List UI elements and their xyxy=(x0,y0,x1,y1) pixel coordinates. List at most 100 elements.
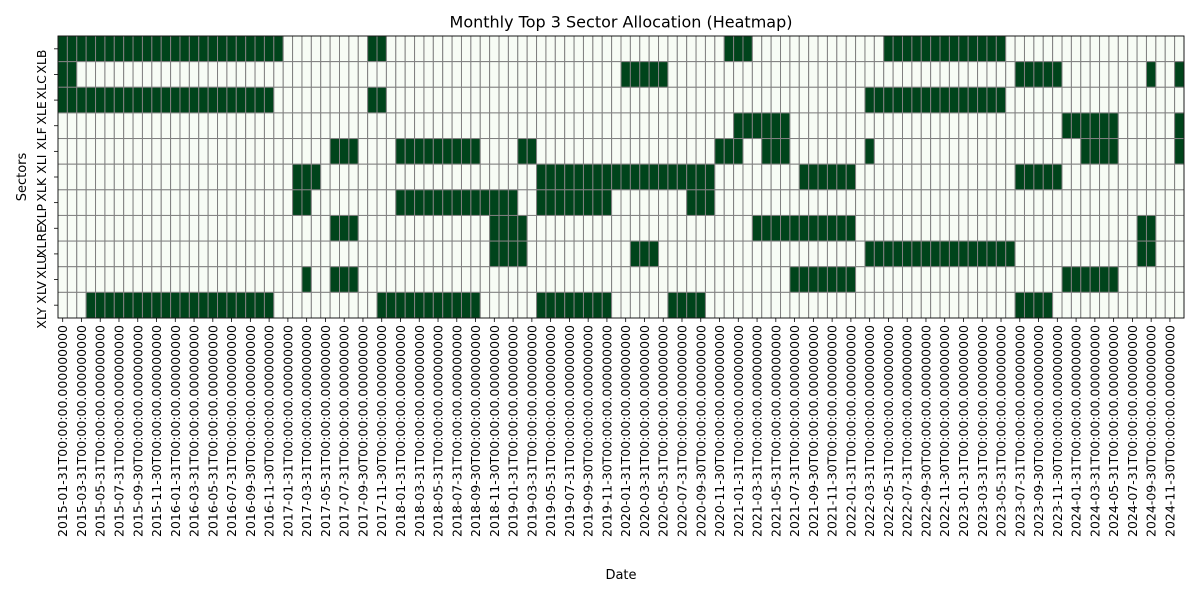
heatmap-cell xyxy=(836,214,847,242)
heatmap-cell xyxy=(526,240,538,268)
heatmap-cell xyxy=(57,112,68,140)
heatmap-cell xyxy=(66,35,78,63)
heatmap-cell xyxy=(489,291,500,319)
heatmap-cell xyxy=(573,266,584,293)
x-tick-label: 2024-11-30T00:00:00.000000000 xyxy=(1162,325,1177,537)
heatmap-cell xyxy=(414,266,425,293)
heatmap-cell xyxy=(282,86,294,114)
heatmap-cell xyxy=(845,35,857,63)
heatmap-cell xyxy=(845,86,857,114)
heatmap-cell xyxy=(761,240,772,268)
heatmap-cell xyxy=(911,291,922,319)
heatmap-cell xyxy=(1061,214,1072,242)
heatmap-cell xyxy=(66,189,78,216)
heatmap-cell xyxy=(948,266,960,293)
heatmap-cell xyxy=(339,61,350,88)
heatmap-cell xyxy=(1127,61,1138,88)
x-tick-label: 2023-09-30T00:00:00.000000000 xyxy=(1031,325,1046,537)
heatmap-cell xyxy=(517,240,528,268)
heatmap-cell xyxy=(226,163,237,191)
heatmap-cell xyxy=(226,214,237,242)
heatmap-cell xyxy=(1042,240,1054,268)
heatmap-cell xyxy=(667,61,678,88)
heatmap-cell xyxy=(188,240,200,268)
heatmap-cell xyxy=(958,291,969,319)
heatmap-cell xyxy=(1061,112,1072,140)
heatmap-cell xyxy=(648,163,660,191)
heatmap-cell xyxy=(920,112,932,140)
heatmap-cell xyxy=(883,214,894,242)
heatmap-cell xyxy=(658,35,669,63)
heatmap-cell xyxy=(920,35,932,63)
heatmap-cell xyxy=(564,240,575,268)
heatmap-cell xyxy=(939,291,950,319)
heatmap-cell xyxy=(686,240,697,268)
heatmap-cell xyxy=(667,163,678,191)
heatmap-cell xyxy=(1023,61,1035,88)
heatmap-cell xyxy=(620,291,631,319)
heatmap-cell xyxy=(226,61,237,88)
heatmap-cell xyxy=(817,112,828,140)
heatmap-cell xyxy=(826,163,838,191)
heatmap-cell xyxy=(939,35,950,63)
heatmap-cell xyxy=(57,189,68,216)
heatmap-cell xyxy=(198,291,209,319)
heatmap-cell xyxy=(385,291,397,319)
heatmap-cell xyxy=(498,163,509,191)
heatmap-cell xyxy=(836,35,847,63)
heatmap-cell xyxy=(1042,112,1054,140)
heatmap-cell xyxy=(113,266,125,293)
heatmap-cell xyxy=(592,240,603,268)
heatmap-cell xyxy=(629,189,641,216)
heatmap-cell xyxy=(160,266,172,293)
heatmap-cell xyxy=(376,189,387,216)
heatmap-cell xyxy=(1061,35,1072,63)
heatmap-cell xyxy=(66,112,78,140)
heatmap-cell xyxy=(207,163,219,191)
heatmap-cell xyxy=(329,240,340,268)
heatmap-cell xyxy=(545,189,556,216)
heatmap-cell xyxy=(967,240,979,268)
heatmap-cell xyxy=(723,112,735,140)
heatmap-cell xyxy=(1042,266,1054,293)
heatmap-cell xyxy=(151,35,162,63)
heatmap-cell xyxy=(404,163,416,191)
heatmap-cell xyxy=(686,163,697,191)
heatmap-cell xyxy=(686,138,697,165)
heatmap-cell xyxy=(1099,291,1110,319)
heatmap-cell xyxy=(986,189,997,216)
heatmap-cell xyxy=(751,291,763,319)
x-tick-label: 2024-03-31T00:00:00.000000000 xyxy=(1087,325,1102,537)
heatmap-cell xyxy=(873,291,885,319)
heatmap-cell xyxy=(1014,35,1025,63)
heatmap-cell xyxy=(123,163,134,191)
heatmap-cell xyxy=(770,214,782,242)
heatmap-cell xyxy=(367,86,378,114)
heatmap-cell xyxy=(339,214,350,242)
heatmap-cell xyxy=(554,214,566,242)
heatmap-cell xyxy=(723,61,735,88)
heatmap-cell xyxy=(489,61,500,88)
heatmap-cell xyxy=(179,138,190,165)
heatmap-cell xyxy=(995,189,1007,216)
heatmap-cell xyxy=(1070,112,1082,140)
heatmap-cell xyxy=(479,112,491,140)
heatmap-cell xyxy=(902,35,913,63)
heatmap-cell xyxy=(1052,163,1063,191)
heatmap-cell xyxy=(648,189,660,216)
heatmap-cell xyxy=(1023,163,1035,191)
heatmap-cell xyxy=(1042,86,1054,114)
heatmap-cell xyxy=(723,138,735,165)
heatmap-cell xyxy=(1117,189,1129,216)
heatmap-cell xyxy=(686,291,697,319)
heatmap-cell xyxy=(1145,61,1157,88)
heatmap-cell xyxy=(1145,86,1157,114)
heatmap-cell xyxy=(883,138,894,165)
heatmap-cell xyxy=(554,112,566,140)
heatmap-cell xyxy=(1164,138,1176,165)
heatmap-cell xyxy=(855,214,866,242)
heatmap-cell xyxy=(733,138,744,165)
heatmap-cell xyxy=(1089,291,1101,319)
heatmap-cell xyxy=(742,189,753,216)
heatmap-cell xyxy=(789,163,800,191)
